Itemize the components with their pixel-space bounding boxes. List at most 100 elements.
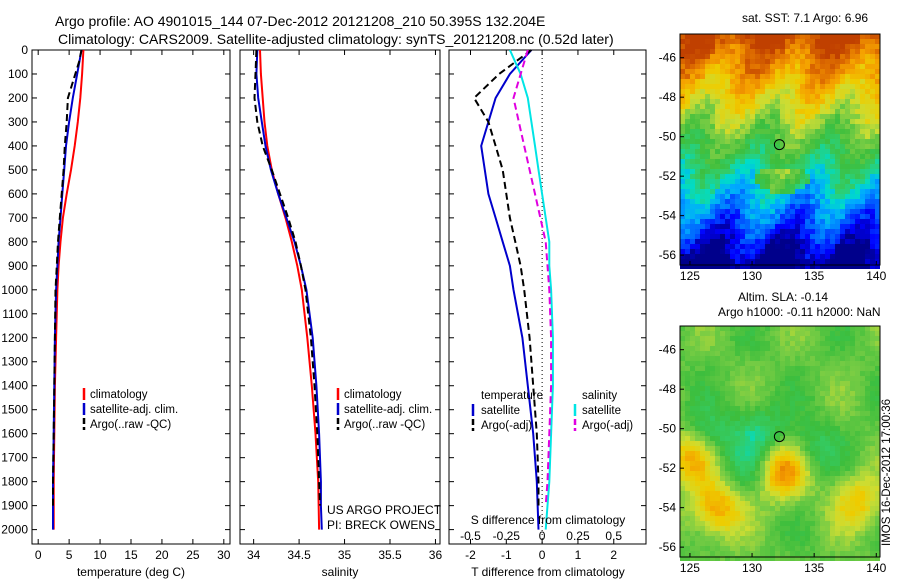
map-cell — [735, 546, 740, 551]
map-cell — [835, 546, 840, 551]
map-cell — [810, 486, 815, 491]
map-cell — [790, 64, 795, 69]
map-cell — [770, 44, 775, 49]
map-cell — [690, 461, 695, 466]
map-cell — [865, 426, 870, 431]
map-cell — [815, 229, 820, 234]
map-cell — [815, 401, 820, 406]
map-cell — [685, 209, 690, 214]
map-cell — [855, 174, 860, 179]
map-cell — [755, 224, 760, 229]
map-cell — [785, 501, 790, 506]
map-cell — [855, 49, 860, 54]
map-cell — [825, 44, 830, 49]
map-cell — [800, 501, 805, 506]
map-cell — [705, 199, 710, 204]
map-cell — [875, 64, 880, 69]
map-cell — [810, 436, 815, 441]
map-cell — [835, 134, 840, 139]
map-cell — [775, 214, 780, 219]
map-cell — [710, 541, 715, 546]
map-cell — [800, 254, 805, 259]
map-cell — [820, 54, 825, 59]
map-cell — [825, 491, 830, 496]
map-cell — [865, 391, 870, 396]
map-cell — [695, 326, 700, 331]
map-cell — [835, 491, 840, 496]
map-cell — [780, 84, 785, 89]
map-cell — [860, 169, 865, 174]
y-tick-label: -46 — [659, 343, 677, 357]
map-cell — [830, 506, 835, 511]
map-cell — [845, 521, 850, 526]
map-cell — [860, 406, 865, 411]
map-cell — [760, 194, 765, 199]
map-cell — [745, 254, 750, 259]
map-cell — [690, 401, 695, 406]
map-cell — [785, 199, 790, 204]
map-cell — [745, 536, 750, 541]
map-cell — [830, 521, 835, 526]
map-cell — [825, 69, 830, 74]
map-cell — [765, 526, 770, 531]
map-cell — [870, 119, 875, 124]
map-cell — [715, 84, 720, 89]
map-cell — [840, 396, 845, 401]
map-cell — [685, 39, 690, 44]
map-cell — [710, 139, 715, 144]
map-cell — [840, 74, 845, 79]
map-cell — [840, 149, 845, 154]
map-cell — [875, 501, 880, 506]
map-cell — [855, 511, 860, 516]
map-cell — [705, 184, 710, 189]
map-cell — [820, 214, 825, 219]
map-cell — [860, 134, 865, 139]
map-cell — [860, 556, 865, 561]
map-cell — [695, 531, 700, 536]
map-cell — [845, 184, 850, 189]
map-cell — [745, 386, 750, 391]
map-cell — [830, 536, 835, 541]
map-cell — [760, 376, 765, 381]
map-cell — [730, 224, 735, 229]
map-cell — [860, 49, 865, 54]
map-cell — [850, 331, 855, 336]
map-cell — [740, 84, 745, 89]
map-cell — [870, 361, 875, 366]
map-cell — [730, 124, 735, 129]
map-cell — [745, 431, 750, 436]
map-cell — [700, 64, 705, 69]
map-cell — [765, 346, 770, 351]
map-cell — [865, 506, 870, 511]
map-cell — [770, 249, 775, 254]
map-cell — [745, 224, 750, 229]
map-cell — [870, 456, 875, 461]
map-cell — [870, 406, 875, 411]
map-cell — [740, 39, 745, 44]
map-cell — [725, 386, 730, 391]
map-cell — [695, 104, 700, 109]
map-cell — [720, 124, 725, 129]
map-cell — [840, 154, 845, 159]
map-cell — [845, 209, 850, 214]
map-cell — [740, 74, 745, 79]
map-cell — [875, 451, 880, 456]
map-cell — [840, 89, 845, 94]
map-cell — [850, 124, 855, 129]
map-cell — [725, 139, 730, 144]
map-cell — [875, 371, 880, 376]
map-cell — [785, 391, 790, 396]
map-cell — [840, 326, 845, 331]
map-cell — [865, 34, 870, 39]
map-cell — [810, 159, 815, 164]
map-cell — [705, 189, 710, 194]
map-cell — [810, 89, 815, 94]
map-cell — [705, 89, 710, 94]
map-cell — [870, 411, 875, 416]
map-cell — [690, 139, 695, 144]
map-cell — [705, 254, 710, 259]
map-cell — [700, 189, 705, 194]
map-cell — [760, 326, 765, 331]
map-cell — [680, 511, 685, 516]
map-cell — [860, 224, 865, 229]
